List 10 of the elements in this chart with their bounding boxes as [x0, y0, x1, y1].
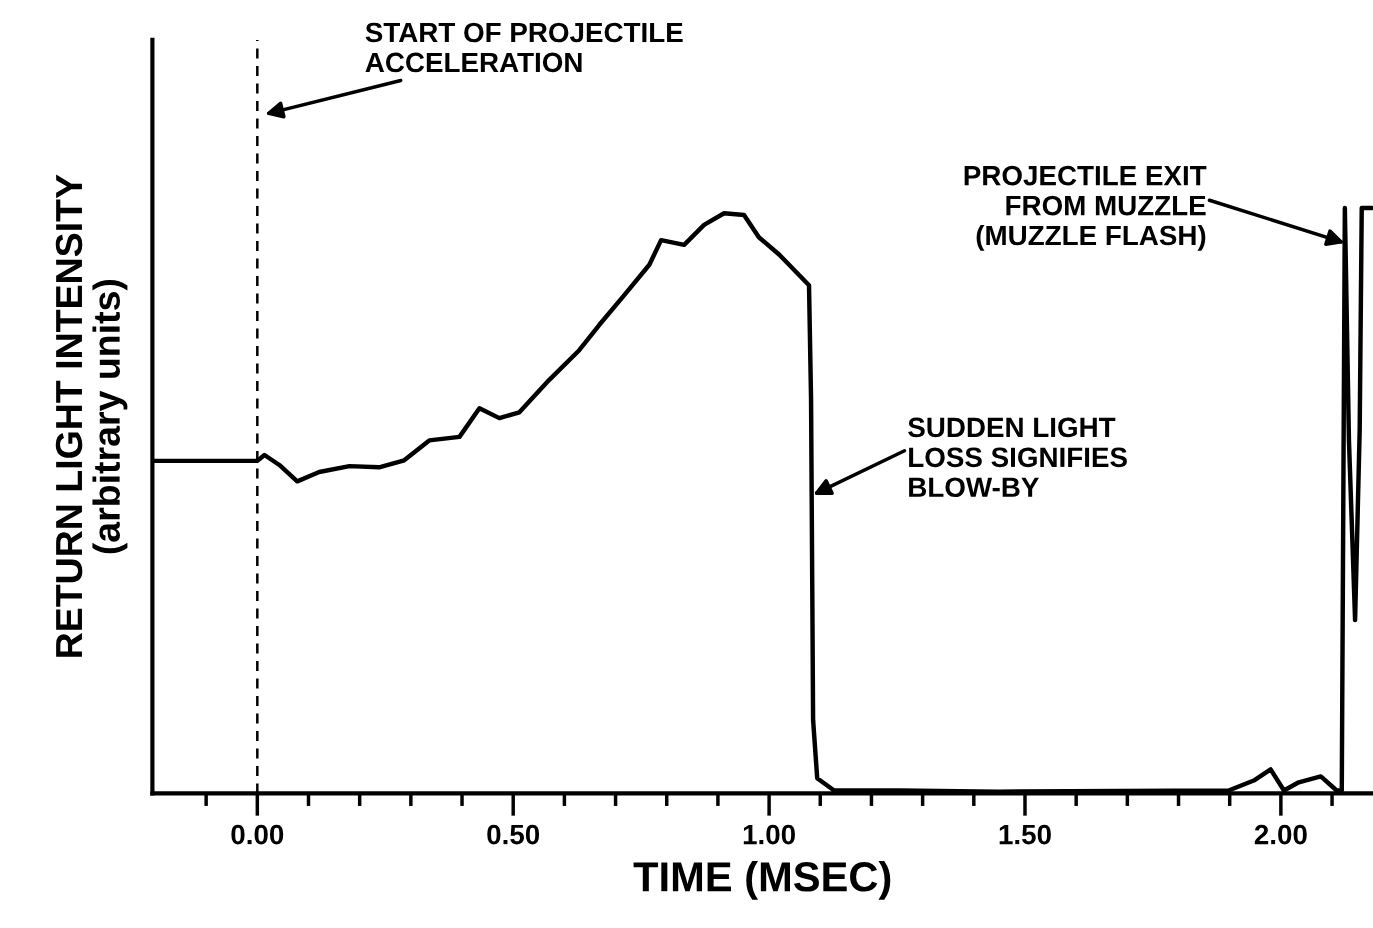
- x-axis-title: TIME (MSEC): [633, 861, 891, 900]
- x-tick-label: 2.00: [1254, 824, 1307, 845]
- annotation: PROJECTILE EXIT FROM MUZZLE (MUZZLE FLASH): [964, 165, 1207, 251]
- y-axis-title: RETURN LIGHT INTENSITY (arbitrary units): [55, 174, 128, 657]
- annotation: SUDDEN LIGHT LOSS SIGNIFIES BLOW-BY: [908, 417, 1127, 498]
- x-tick-label: 0.50: [487, 824, 540, 845]
- text: START OF PROJECTILE ACCELERATION: [365, 22, 683, 73]
- x-tick-label: 1.50: [999, 824, 1051, 845]
- x-tick-label: 0.00: [231, 824, 284, 845]
- x-tick-label: 1.00: [743, 824, 795, 845]
